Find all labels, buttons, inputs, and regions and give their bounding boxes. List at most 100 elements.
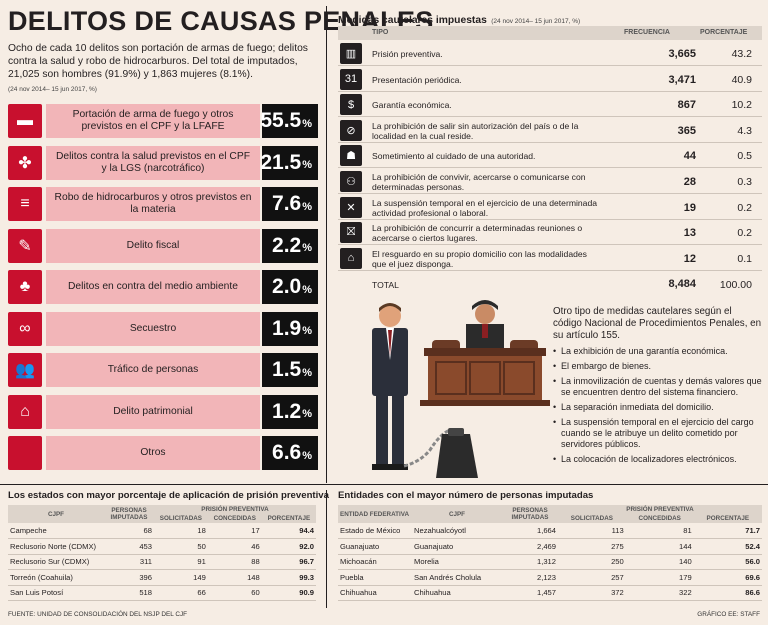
medidas-row: ✕ La suspensión temporal en el ejercicio … (338, 196, 762, 220)
cell-personas: 396 (104, 569, 154, 586)
medidas-row: 31 Presentación periódica. 3,471 40.9 (338, 68, 762, 92)
estados-col-cjpf: CJPF (8, 505, 104, 523)
cell-personas: 1,312 (502, 554, 558, 570)
medida-frecuencia: 365 (677, 124, 696, 137)
footer-credit: GRÁFICO EE: STAFF (697, 611, 760, 618)
cell-entidad: Puebla (338, 569, 412, 586)
medida-tipo: La prohibición de convivir, acercarse o … (372, 172, 586, 192)
crime-label: Delitos en contra del medio ambiente (46, 270, 260, 304)
cell-porcentaje: 96.7 (261, 554, 316, 570)
cell-porcentaje: 52.4 (693, 538, 762, 555)
cell-cjpf: Morelia (412, 554, 502, 570)
crime-row: ✤ Delitos contra la salud previstos en el… (8, 145, 318, 180)
cell-concedidas: 144 (625, 538, 694, 555)
people-icon: 👥 (8, 353, 42, 387)
crime-row: ⌂ Delito patrimonial 1.2% (8, 394, 318, 429)
medida-porcentaje: 43.2 (731, 48, 752, 60)
medida-porcentaje: 0.3 (737, 176, 752, 188)
estados-col-porcentaje: PORCENTAJE (261, 514, 316, 523)
leaf-icon: ✤ (8, 145, 42, 180)
cell-porcentaje: 99.3 (261, 569, 316, 586)
medidas-total-row: TOTAL 8,484 100.00 (338, 274, 762, 296)
medida-porcentaje: 4.3 (737, 124, 752, 137)
total-label: TOTAL (372, 280, 399, 290)
medida-frecuencia: 44 (683, 150, 696, 163)
cell-personas: 1,664 (502, 523, 558, 539)
cell-porcentaje: 71.7 (693, 523, 762, 539)
otros-intro: Otro tipo de medidas cautelares según el… (553, 306, 762, 341)
cell-solicitadas: 275 (558, 538, 626, 555)
house-icon: ⌂ (8, 394, 42, 429)
crime-row: ∞ Secuestro 1.9% (8, 311, 318, 346)
courtroom-illustration (372, 300, 550, 478)
cell-cjpf: Reclusorio Sur (CDMX) (8, 554, 104, 570)
cell-personas: 453 (104, 538, 154, 555)
percent-symbol: % (302, 325, 312, 337)
otros-list: La exhibición de una garantía económica.… (553, 346, 763, 465)
crime-label: Secuestro (46, 311, 260, 346)
cell-entidad: Guanajuato (338, 538, 412, 555)
crime-row: ≡ Robo de hidrocarburos y otros previstos… (8, 187, 318, 221)
percent-symbol: % (302, 449, 312, 462)
cell-cjpf: Torreón (Coahuila) (8, 569, 104, 586)
period-note: (24 nov 2014– 15 jun 2017, %) (8, 86, 97, 93)
percent-symbol: % (302, 200, 312, 213)
cell-concedidas: 148 (207, 569, 262, 586)
total-frecuencia: 8,484 (668, 278, 696, 290)
cell-solicitadas: 113 (558, 523, 626, 539)
cell-porcentaje: 92.0 (261, 538, 316, 555)
medida-tipo: La prohibición de concurrir a determinad… (372, 223, 583, 244)
document-icon: ✎ (8, 228, 42, 263)
cell-cjpf: Guanajuato (412, 538, 502, 555)
cell-personas: 2,123 (502, 569, 558, 586)
home-icon: ⌂ (340, 247, 362, 269)
cell-solicitadas: 149 (154, 569, 208, 586)
entidades-col-prision: PRISIÓN PREVENTIVA (558, 505, 762, 514)
cell-cjpf: Campeche (8, 523, 104, 539)
otros-item: La separación inmediata del domicilio. (553, 402, 763, 413)
medida-tipo: Garantía económica. (372, 100, 452, 111)
table-row: Guanajuato Guanajuato 2,469 275 144 52.4 (338, 538, 762, 555)
medida-porcentaje: 10.2 (731, 99, 752, 112)
cell-concedidas: 88 (207, 554, 262, 570)
police-icon: ☗ (340, 145, 362, 167)
entidades-col-concedidas: CONCEDIDAS (625, 514, 694, 523)
percent-symbol: % (302, 366, 312, 379)
no-entry-icon: ⛝ (340, 222, 362, 244)
estados-col-solicitadas: SOLICITADAS (154, 514, 208, 523)
cross-icon: ✕ (340, 196, 362, 218)
crime-label: Tráfico de personas (46, 353, 260, 387)
otros-medidas: Otro tipo de medidas cautelares según el… (553, 306, 763, 469)
cell-cjpf: San Andrés Cholula (412, 569, 502, 586)
percent-symbol: % (302, 117, 312, 130)
medidas-period: (24 nov 2014– 15 jun 2017, %) (491, 18, 581, 25)
col-tipo: TIPO (372, 29, 389, 36)
medida-frecuencia: 19 (683, 201, 696, 214)
group-icon: ⚇ (340, 171, 362, 192)
crime-percentage: 6.6% (262, 436, 318, 470)
table-row: Chihuahua Chihuahua 1,457 372 322 86.6 (338, 585, 762, 601)
medida-tipo: La prohibición de salir sin autorización… (372, 120, 579, 141)
crime-percentage: 55.5% (260, 104, 318, 138)
cell-personas: 1,457 (502, 585, 558, 601)
medida-frecuencia: 867 (677, 99, 696, 112)
entidades-table: ENTIDAD FEDERATIVA CJPF PERSONAS IMPUTAD… (338, 505, 762, 601)
medida-frecuencia: 13 (683, 227, 696, 240)
crime-row: ✎ Delito fiscal 2.2% (8, 228, 318, 263)
accused-man (372, 303, 408, 470)
medidas-header: Medidas cautelares impuestas (24 nov 201… (338, 10, 580, 28)
medida-porcentaje: 0.1 (737, 252, 752, 265)
ball-and-chain (403, 428, 478, 478)
cell-entidad: Michoacán (338, 554, 412, 570)
medidas-row: $ Garantía económica. 867 10.2 (338, 93, 762, 118)
crime-row: ♣ Delitos en contra del medio ambiente 2.0… (8, 270, 318, 304)
medidas-row: ⚇ La prohibición de convivir, acercarse o… (338, 170, 762, 194)
crime-label: Otros (46, 436, 260, 470)
crime-row: Otros 6.6% (8, 436, 318, 470)
table-row: Reclusorio Norte (CDMX) 453 50 46 92.0 (8, 538, 316, 555)
no-walking-icon: ⊘ (340, 119, 362, 141)
crime-percentage: 2.2% (262, 228, 318, 263)
cell-concedidas: 179 (625, 569, 694, 586)
crime-percentage-value: 55.5 (260, 109, 302, 132)
medidas-row: ☗ Sometimiento al cuidado de una autorida… (338, 144, 762, 169)
